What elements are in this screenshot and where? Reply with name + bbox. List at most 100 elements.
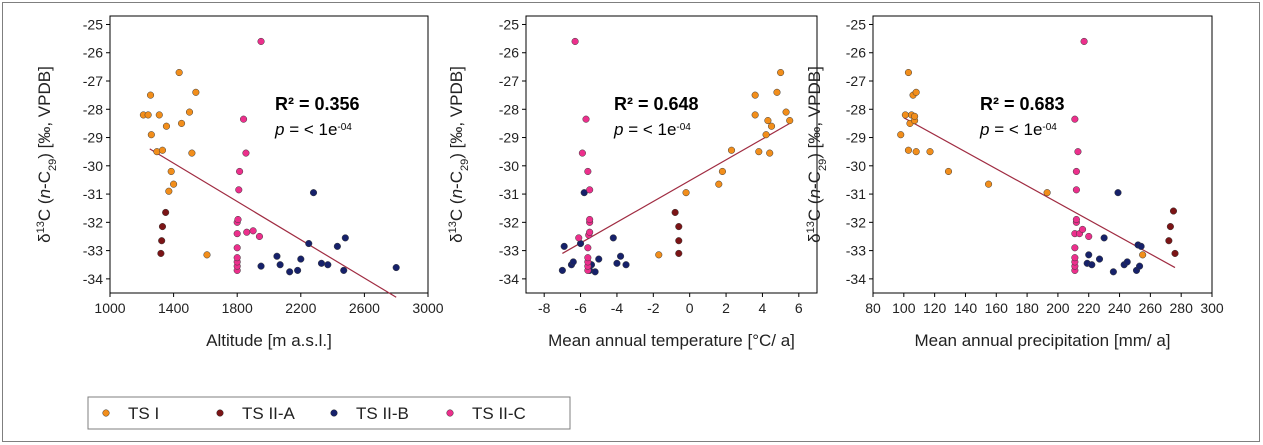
y-tick-label: -29 bbox=[499, 130, 519, 146]
legend-item-ts-ii-c: TS II-C bbox=[446, 404, 526, 423]
data-point bbox=[675, 237, 683, 245]
data-point bbox=[1137, 242, 1145, 250]
y-tick-label: -31 bbox=[499, 186, 519, 202]
data-point bbox=[333, 242, 341, 250]
data-point bbox=[236, 167, 244, 176]
data-point bbox=[234, 215, 242, 224]
x-tick-label: 220 bbox=[1077, 300, 1101, 316]
data-point bbox=[309, 189, 318, 197]
data-point bbox=[1165, 237, 1173, 245]
x-tick-label: 100 bbox=[892, 300, 916, 316]
data-point bbox=[911, 112, 919, 120]
data-point bbox=[146, 91, 155, 99]
data-point bbox=[571, 37, 579, 45]
data-point bbox=[569, 258, 577, 266]
data-point bbox=[1074, 148, 1082, 156]
x-tick-label: 80 bbox=[865, 300, 881, 316]
y-tick-label: -31 bbox=[83, 186, 103, 202]
data-point bbox=[175, 68, 183, 77]
series-ts-ii-a bbox=[671, 208, 683, 257]
data-point bbox=[1072, 215, 1080, 224]
x-tick-label: 2 bbox=[722, 300, 730, 316]
data-point bbox=[584, 167, 592, 176]
data-point bbox=[188, 149, 196, 157]
x-tick-label: -8 bbox=[538, 300, 551, 316]
legend-marker bbox=[216, 409, 224, 417]
y-axis-label: δ13C (n-C29) [‰, VPDB] bbox=[447, 66, 471, 243]
data-point bbox=[157, 249, 165, 257]
data-point bbox=[233, 254, 241, 262]
data-point bbox=[912, 88, 920, 96]
data-point bbox=[392, 264, 400, 272]
data-point bbox=[985, 180, 993, 188]
data-point bbox=[178, 119, 186, 127]
data-point bbox=[675, 223, 683, 231]
data-point bbox=[926, 148, 934, 156]
data-point bbox=[762, 131, 770, 139]
x-axis-label: Mean annual precipitation [mm/ a] bbox=[914, 331, 1170, 350]
y-tick-label: -26 bbox=[83, 45, 103, 61]
x-tick-label: 140 bbox=[954, 300, 978, 316]
series-ts-ii-a bbox=[1165, 207, 1179, 257]
chart-panel-1: -25 -26 -27 -28 -29 -30 -31 -32 -33 -34 1000 1400 18… bbox=[35, 15, 444, 350]
data-point bbox=[1114, 189, 1122, 197]
legend-item-ts-i: TS I bbox=[102, 404, 159, 423]
legend: TS I TS II-A TS II-B TS II-C bbox=[87, 396, 571, 430]
series-ts-i bbox=[139, 68, 211, 259]
x-tick-label: 260 bbox=[1139, 300, 1163, 316]
data-point bbox=[715, 180, 723, 188]
trendline bbox=[149, 148, 397, 298]
y-tick-label: -34 bbox=[499, 271, 519, 287]
data-point bbox=[1072, 186, 1080, 194]
y-tick-label: -30 bbox=[83, 158, 103, 174]
series-ts-i bbox=[897, 68, 1147, 259]
chart-panel-2: -25 -26 -27 -28 -29 -30 -31 -32 -33 -34 -8 -6 -4 -2 0 2… bbox=[447, 15, 818, 350]
y-tick-label: -32 bbox=[846, 214, 866, 230]
data-point bbox=[1136, 262, 1144, 270]
data-point bbox=[185, 108, 194, 116]
data-point bbox=[904, 68, 912, 77]
r-squared-annotation: R² = 0.356 bbox=[275, 94, 360, 114]
data-point bbox=[158, 223, 167, 231]
data-point bbox=[586, 215, 594, 224]
y-tick-label: -33 bbox=[83, 243, 103, 259]
x-tick-label: 0 bbox=[686, 300, 694, 316]
data-point bbox=[1166, 223, 1174, 231]
y-tick-label: -32 bbox=[83, 214, 103, 230]
data-point bbox=[575, 234, 583, 242]
data-point bbox=[242, 149, 250, 157]
x-tick-label: 6 bbox=[795, 300, 803, 316]
data-point bbox=[162, 122, 170, 130]
data-point bbox=[1080, 37, 1088, 45]
data-point bbox=[558, 266, 566, 274]
data-point bbox=[751, 91, 759, 99]
y-tick-label: -33 bbox=[499, 243, 519, 259]
plot-area-frame bbox=[872, 15, 1213, 294]
y-tick-label: -30 bbox=[846, 158, 866, 174]
data-point bbox=[1079, 225, 1087, 233]
data-point bbox=[584, 254, 592, 262]
y-tick-label: -25 bbox=[846, 16, 866, 32]
data-point bbox=[340, 266, 348, 274]
data-point bbox=[297, 255, 305, 263]
data-point bbox=[243, 228, 251, 236]
y-tick-label: -27 bbox=[83, 73, 103, 89]
data-point bbox=[286, 268, 294, 276]
r-squared-annotation: R² = 0.683 bbox=[980, 94, 1065, 114]
plot-area-frame bbox=[109, 15, 429, 294]
x-axis-label: Altitude [m a.s.l.] bbox=[206, 331, 332, 350]
y-tick-label: -34 bbox=[846, 271, 866, 287]
data-point bbox=[341, 234, 349, 242]
y-tick-label: -29 bbox=[83, 130, 103, 146]
data-point bbox=[233, 230, 241, 238]
data-point bbox=[777, 68, 785, 77]
x-axis-label: Mean annual temperature [°C/ a] bbox=[548, 331, 795, 350]
data-point bbox=[766, 149, 774, 157]
data-point bbox=[257, 262, 265, 270]
data-point bbox=[276, 261, 284, 269]
plot-area-frame bbox=[525, 15, 818, 294]
y-tick-label: -34 bbox=[83, 271, 103, 287]
x-tick-label: -2 bbox=[647, 300, 660, 316]
y-tick-label: -32 bbox=[499, 214, 519, 230]
data-point bbox=[273, 252, 281, 260]
